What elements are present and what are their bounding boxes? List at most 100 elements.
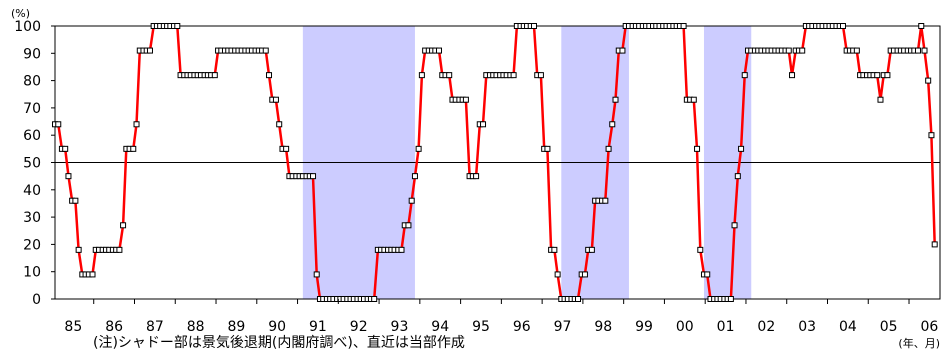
data-point [89,271,96,278]
x-tick-label: 98 [594,319,612,335]
data-point [551,246,558,253]
x-axis-unit-label: (年、月) [898,336,940,350]
footnote: (注)シャドー部は景気後退期(内閣府調べ)、直近は当部作成 [93,334,465,351]
x-tick-label: 96 [513,319,531,335]
data-point [72,197,79,204]
data-point [741,72,748,79]
x-tick-label: 91 [309,319,327,335]
data-point [408,197,415,204]
data-point [799,47,806,54]
data-point [690,96,697,103]
data-point [510,72,517,79]
data-point [310,173,317,180]
data-point [65,173,72,180]
data-point [411,173,418,180]
data-point [211,72,218,79]
data-point [921,47,928,54]
data-point [731,222,738,229]
x-tick-label: 01 [717,319,735,335]
x-tick-label: 03 [798,319,816,335]
data-point [313,271,320,278]
x-axis: 85 86 87 88 89 90 91 92 93 94 95 96 97 98 99 00 01 02 03 04… [64,299,938,335]
data-point [55,121,62,128]
x-tick-label: 89 [227,319,245,335]
data-point [602,197,609,204]
data-point [877,96,884,103]
data-point [727,296,734,302]
data-point [734,173,741,180]
data-point [436,47,443,54]
x-tick-label: 95 [472,319,490,335]
data-point [612,96,619,103]
x-tick-label: 93 [391,319,409,335]
data-point [262,47,269,54]
x-tick-label: 85 [64,319,82,335]
data-point [619,47,626,54]
data-point [738,145,745,152]
y-tick-label: 0 [32,292,41,308]
data-point [116,246,123,253]
data-point [398,246,405,253]
data-point [418,72,425,79]
data-point [853,47,860,54]
data-point [283,145,290,152]
x-tick-label: 90 [268,319,286,335]
y-tick-label: 50 [23,156,41,172]
data-point [931,241,938,248]
x-tick-label: 87 [146,319,164,335]
data-point [581,271,588,278]
x-tick-label: 92 [350,319,368,335]
x-tick-label: 05 [880,319,898,335]
data-point [266,72,273,79]
x-tick-label: 97 [554,319,572,335]
data-point [588,246,595,253]
data-point [839,23,846,29]
y-tick-label: 70 [23,101,41,117]
data-point [785,47,792,54]
y-tick-label: 20 [23,237,41,253]
y-tick-label: 90 [23,46,41,62]
data-point [415,145,422,152]
y-tick-label: 100 [14,19,41,35]
data-point [605,145,612,152]
y-tick-label: 30 [23,210,41,226]
data-point [174,23,181,29]
data-point [146,47,153,54]
y-tick-label: 60 [23,128,41,144]
data-point [133,121,140,128]
data-point [480,121,487,128]
series-group [52,23,938,302]
x-tick-label: 94 [431,319,449,335]
data-point [371,296,378,302]
y-tick-label: 10 [23,265,41,281]
y-tick-label: 80 [23,74,41,90]
data-point [925,77,932,84]
data-point [554,271,561,278]
data-point [884,72,891,79]
data-point [62,145,69,152]
data-point [537,72,544,79]
data-point [789,72,796,79]
data-point [680,23,687,29]
x-tick-label: 02 [757,319,775,335]
data-point [473,173,480,180]
data-point [704,271,711,278]
x-tick-label: 88 [187,319,205,335]
data-point [609,121,616,128]
y-axis-unit-label: (%) [11,7,30,20]
x-tick-label: 00 [676,319,694,335]
data-point [272,96,279,103]
y-tick-label: 40 [23,183,41,199]
data-point [75,246,82,253]
data-point [276,121,283,128]
data-point [914,47,921,54]
data-point [462,96,469,103]
data-point [697,246,704,253]
x-tick-label: 04 [839,319,857,335]
data-point [874,72,881,79]
x-tick-label: 99 [635,319,653,335]
data-point [918,23,925,29]
x-tick-label: 86 [105,319,123,335]
data-point [120,222,127,229]
